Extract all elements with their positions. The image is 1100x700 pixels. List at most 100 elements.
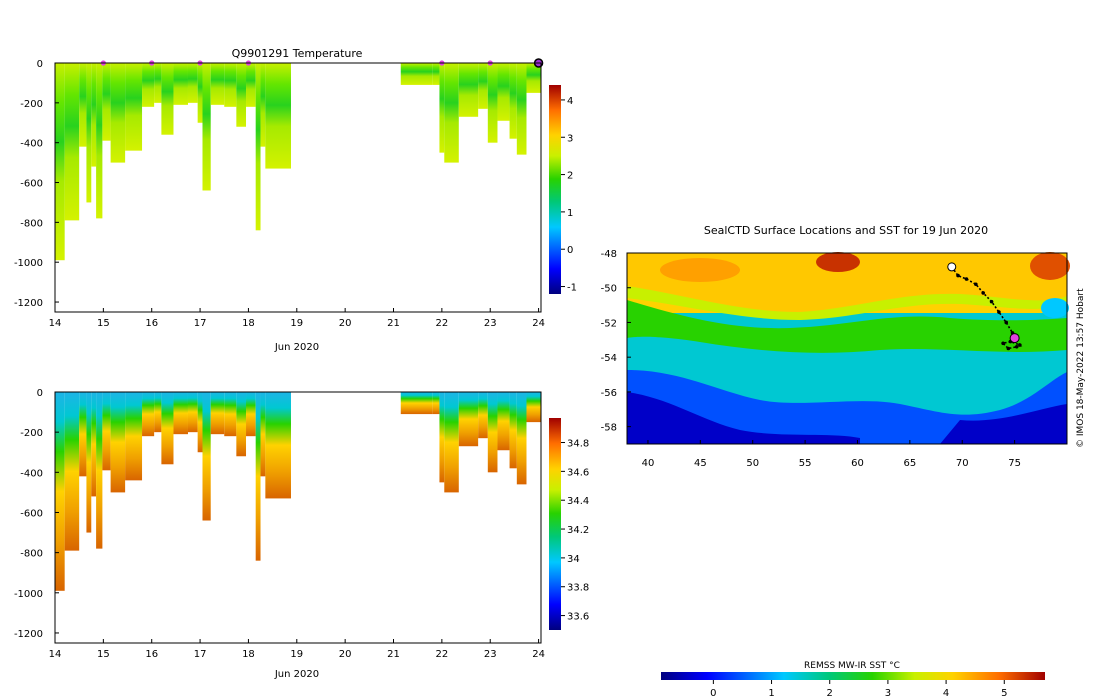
sst-colorbar-tick-label: 1 [768, 688, 774, 699]
colorbar-tick-label: 0 [567, 245, 573, 256]
x-tick-label: 24 [532, 318, 545, 329]
track-point [964, 277, 969, 281]
x-tick-label: 19 [290, 318, 303, 329]
y-tick-label: -400 [20, 139, 43, 150]
track-point [981, 291, 985, 295]
temperature-profile-bar [432, 63, 440, 85]
salinity-profile-bar [432, 392, 440, 415]
x-tick-label: 20 [339, 318, 352, 329]
x-tick-label: 16 [145, 649, 158, 660]
temperature-profile-bar [260, 63, 266, 147]
temperature-profile-bar [96, 63, 103, 219]
salinity-profile-bar [125, 392, 143, 481]
x-tick-label: 23 [484, 318, 497, 329]
y-tick-label: 0 [37, 388, 43, 399]
x-tick-label: 14 [49, 649, 62, 660]
salinity-colorbar [549, 418, 561, 630]
temperature-profile-bar [246, 63, 256, 107]
colorbar-tick-label: 33.8 [567, 583, 589, 594]
y-tick-label: -600 [20, 508, 43, 519]
salinity-xlabel: Jun 2020 [274, 669, 319, 680]
y-tick-label: -200 [20, 99, 43, 110]
temperature-profile-bar [509, 63, 517, 139]
temperature-panel: Q9901291 Temperature 14 15 16 17 18 19 20 21 22 2… [14, 47, 577, 353]
y-tick-label: -800 [20, 549, 43, 560]
x-tick-label: 21 [387, 318, 400, 329]
colorbar-tick-label: 3 [567, 133, 573, 144]
credit-text: © IMOS 18-May-2022 13:57 Hobart [1076, 288, 1086, 448]
x-tick-label: 18 [242, 649, 255, 660]
temperature-profile-bar [161, 63, 174, 135]
seal-track [947, 262, 1023, 351]
colorbar-tick-label: -1 [567, 283, 577, 294]
colorbar-tick-label: 34 [567, 554, 580, 565]
sst-colorbar-tick-label: 5 [1001, 688, 1007, 699]
map-y-tick-label: -50 [601, 284, 617, 295]
track-point [997, 310, 1001, 314]
salinity-profile-bar [478, 392, 488, 439]
sst-colorbar-tick-label: 3 [885, 688, 891, 699]
temperature-title: Q9901291 Temperature [232, 47, 363, 60]
sst-colorbar-tick-label: 2 [827, 688, 833, 699]
sst-colorbar [661, 672, 1045, 680]
sst-map-axes [626, 252, 1068, 445]
sst-field [627, 252, 1070, 444]
temperature-profiles [55, 58, 544, 261]
map-y-tick-label: -48 [601, 249, 617, 260]
temperature-profile-bar [526, 63, 541, 93]
temperature-profile-bar [458, 63, 479, 117]
salinity-profile-bar [173, 392, 188, 435]
sst-map-panel: SealCTD Surface Locations and SST for 19… [601, 224, 1086, 699]
map-y-tick-label: -54 [601, 353, 617, 364]
salinity-profile-bar [86, 392, 92, 533]
colorbar-tick-label: 34.2 [567, 525, 589, 536]
salinity-profile-bar [187, 392, 198, 433]
x-tick-label: 18 [242, 318, 255, 329]
temperature-profile-bar [79, 63, 87, 147]
x-tick-label: 22 [435, 649, 448, 660]
temperature-profile-bar [444, 63, 459, 163]
salinity-profile-bar [202, 392, 211, 521]
temperature-colorbar [549, 85, 561, 294]
map-x-tick-label: 65 [903, 458, 916, 469]
temperature-profile-bar [173, 63, 188, 105]
salinity-profile-bar [400, 392, 433, 415]
temperature-profile-bar [154, 63, 162, 103]
x-tick-label: 20 [339, 649, 352, 660]
map-x-tick-label: 60 [851, 458, 864, 469]
sst-colorbar-tick-label: 0 [710, 688, 716, 699]
track-point [989, 299, 994, 304]
track-point [1006, 346, 1011, 351]
colorbar-tick-label: 2 [567, 171, 573, 182]
temperature-profile-bar [86, 63, 92, 203]
salinity-profile-bar [64, 392, 80, 551]
track-point [1004, 320, 1009, 325]
salinity-profile-bar [91, 392, 97, 497]
salinity-profile-bar [79, 392, 87, 477]
salinity-profile-bar [458, 392, 479, 447]
temperature-axes [54, 62, 542, 313]
track-line [951, 266, 1023, 350]
track-point [1018, 343, 1022, 347]
temperature-profile-bar [64, 63, 80, 221]
temperature-profile-bar [110, 63, 126, 163]
temperature-profile-bar [497, 63, 510, 121]
temperature-profile-bar [210, 63, 225, 105]
temperature-profile-bar [439, 63, 445, 153]
track-point [1014, 344, 1019, 349]
map-x-tick-label: 75 [1008, 458, 1021, 469]
y-tick-label: -800 [20, 218, 43, 229]
x-tick-label: 19 [290, 649, 303, 660]
temperature-profile-bar [516, 63, 527, 155]
salinity-profile-bar [509, 392, 517, 469]
salinity-profile-bar [154, 392, 162, 433]
y-tick-label: -200 [20, 428, 43, 439]
colorbar-tick-label: 34.6 [567, 467, 589, 478]
sst-map-title: SealCTD Surface Locations and SST for 19… [704, 224, 988, 237]
salinity-profile-bar [265, 392, 291, 499]
y-tick-label: -1000 [14, 258, 43, 269]
temperature-profile-bar [55, 63, 65, 261]
salinity-profile-bar [516, 392, 527, 485]
salinity-profile-bar [161, 392, 174, 465]
